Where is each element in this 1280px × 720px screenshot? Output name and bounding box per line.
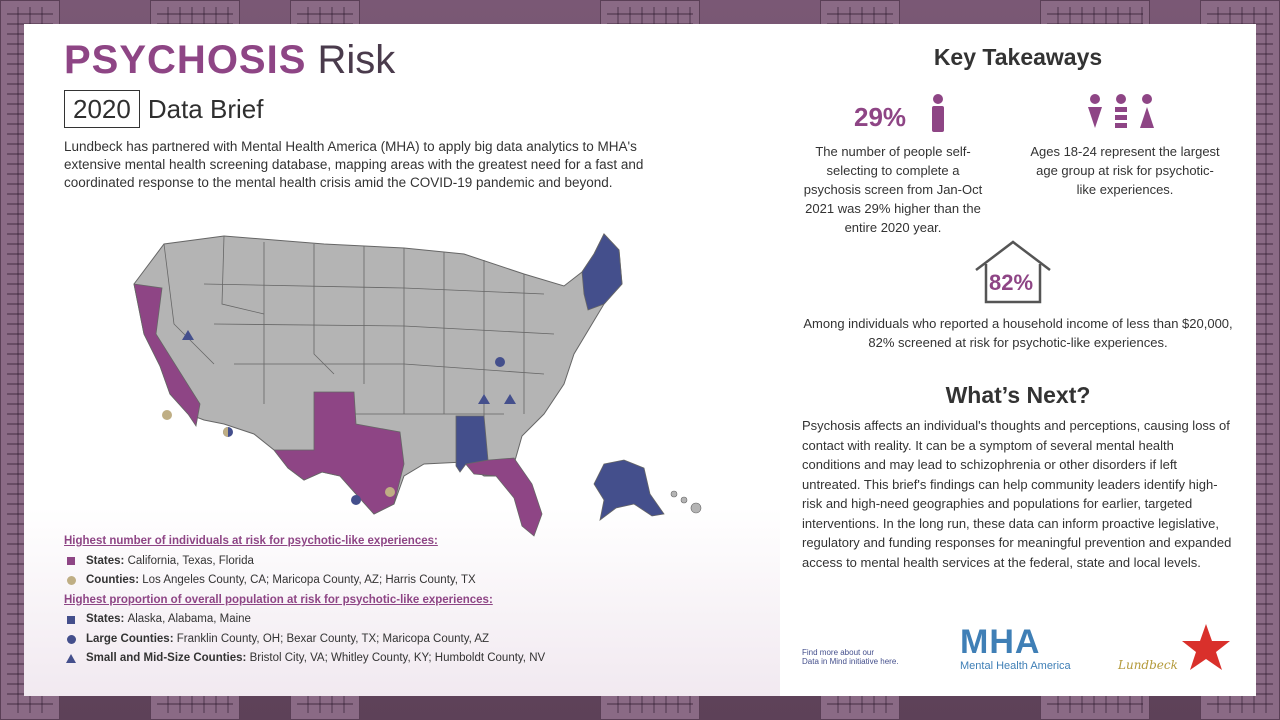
mha-logo: MHA Mental Health America [960,624,1090,672]
circle-marker-icon [66,634,76,644]
title-strong: PSYCHOSIS [64,38,307,82]
mha-logo-text: MHA [960,623,1041,661]
legend-value: Franklin County, OH; Bexar County, TX; M… [176,632,490,645]
mha-logo-subtitle: Mental Health America [960,660,1071,672]
age-group-icon [1088,94,1154,128]
whats-next-text: Psychosis affects an individual's though… [802,418,1232,570]
title-rest: Risk [317,38,396,82]
whats-next-heading: What’s Next? [945,382,1091,408]
marker-whitley [478,394,490,404]
legend-label: Large Counties: [86,632,174,645]
link-line-2: Data in Mind initiative here. [802,657,899,666]
legend-row-small-counties: Small and Mid-Size Counties: Bristol Cit… [64,649,545,669]
subtitle-text: Data Brief [147,93,264,124]
square-marker-icon [67,615,75,624]
house-icon [975,240,1051,304]
marker-franklin [495,357,505,367]
legend-label: Small and Mid-Size Counties: [86,652,247,664]
legend-value: California, Texas, Florida [127,554,254,567]
legend-label: States: [86,613,125,625]
stat-82-percent: 82% [989,270,1034,295]
marker-maricopa-half [223,427,228,437]
stat-29-percent: 29% [854,102,907,132]
marker-bristol [504,394,516,404]
legend-header-count: Highest number of individuals at risk fo… [64,535,438,547]
stat-29-text: The number of people self-selecting to c… [803,144,983,235]
stat-82-text: Among individuals who reported a househo… [803,316,1233,350]
key-takeaways-heading: Key Takeaways [933,44,1103,70]
legend-value: Bristol City, VA; Whitley County, KY; Hu… [249,652,546,664]
square-marker-icon [67,557,75,566]
marker-los-angeles [162,410,172,420]
legend-label: Counties: [86,574,140,586]
marker-bexar [351,495,361,505]
state-texas [273,391,405,515]
state-california [133,283,201,428]
legend-value: Alaska, Alabama, Maine [127,613,251,625]
state-florida [463,457,543,537]
right-panel: Key Takeaways 29% The number of people s… [780,24,1256,696]
stat-age-text: Ages 18-24 represent the largest age gro… [1030,144,1220,197]
legend-row-states-count: States: California, Texas, Florida [64,552,545,572]
state-hawaii [670,490,702,514]
marker-harris [385,487,395,497]
left-panel: PSYCHOSIS Risk 2020 Data Brief Lundbeck … [24,24,780,696]
legend-label: States: [86,554,125,567]
page-title: PSYCHOSIS Risk [64,38,395,82]
legend-row-states-proportion: States: Alaska, Alabama, Maine [64,610,545,630]
link-line-1: Find more about our [802,648,875,657]
intro-text: Lundbeck has partnered with Mental Healt… [64,139,644,190]
legend-value: Los Angeles County, CA; Maricopa County,… [142,574,476,586]
state-maine [581,233,623,311]
year-badge: 2020 [64,90,140,128]
circle-marker-icon [66,576,76,586]
data-in-mind-link[interactable]: Find more about our Data in Mind initiat… [802,648,899,666]
person-icon [932,94,944,132]
lundbeck-logo-text: Lundbeck [1118,658,1178,672]
marker-humboldt-nv [182,330,194,340]
subtitle: 2020 Data Brief [64,90,263,128]
legend-row-large-counties: Large Counties: Franklin County, OH; Bex… [64,630,545,650]
state-alabama [455,415,489,473]
legend-header-proportion: Highest proportion of overall population… [64,593,493,606]
map-legend: Highest number of individuals at risk fo… [64,532,545,669]
triangle-marker-icon [66,654,76,664]
lundbeck-star-icon [1182,624,1230,670]
state-alaska [593,459,665,521]
state-borders [163,235,555,424]
us-map [133,233,702,537]
legend-row-counties-count: Counties: Los Angeles County, CA; Marico… [64,571,545,591]
